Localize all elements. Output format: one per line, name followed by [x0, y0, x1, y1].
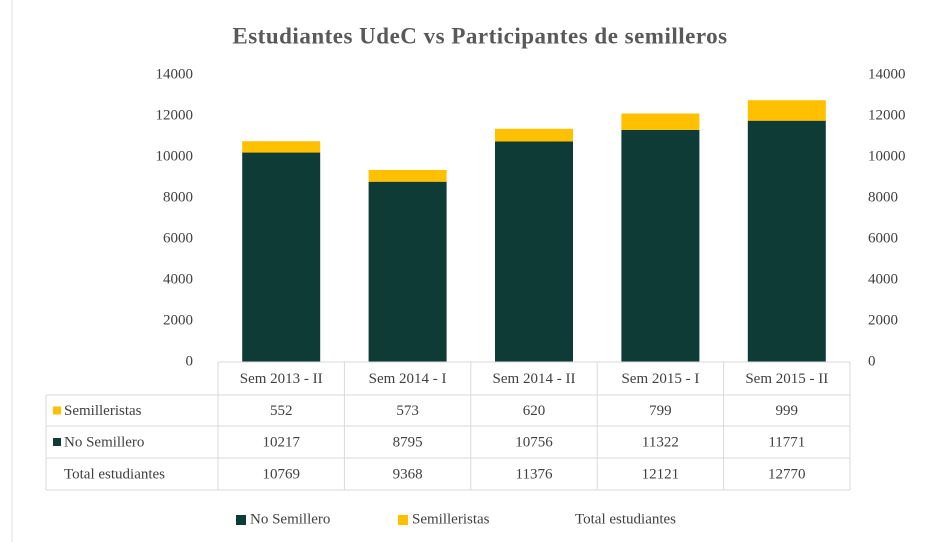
table-row-label: Semilleristas: [64, 403, 142, 419]
y2-tick-label: 2000: [868, 312, 898, 328]
table-cell: 11771: [768, 434, 805, 450]
table-row-label: No Semillero: [64, 434, 144, 450]
table-cell: 10769: [262, 466, 300, 482]
x-tick-label: Sem 2014 - I: [369, 371, 447, 387]
y2-tick-label: 4000: [868, 271, 898, 287]
table-legend-key: [53, 406, 61, 415]
bar: [621, 129, 700, 362]
y-tick-label: 2000: [163, 312, 193, 328]
y2-tick-label: 10000: [868, 148, 906, 164]
bar: [747, 120, 826, 362]
table-cell: 573: [396, 403, 419, 419]
table-row-label: Total estudiantes: [64, 466, 165, 482]
table-legend-key: [53, 438, 61, 446]
table-cell: 999: [776, 403, 799, 419]
bar: [495, 141, 573, 362]
table-cell: 11376: [516, 466, 553, 482]
bar: [242, 152, 321, 362]
y-tick-label: 0: [186, 353, 194, 369]
y-tick-label: 14000: [156, 66, 194, 82]
table-cell: 10756: [515, 434, 553, 450]
chart-title: Estudiantes UdeC vs Participantes de sem…: [232, 23, 727, 48]
y-tick-label: 10000: [156, 148, 194, 164]
y2-tick-label: 8000: [868, 189, 898, 205]
y-tick-label: 6000: [163, 230, 193, 246]
bar: [242, 141, 321, 153]
x-tick-label: Sem 2013 - II: [240, 371, 323, 387]
table-cell: 799: [649, 403, 672, 419]
legend-label: Total estudiantes: [575, 511, 676, 527]
table-cell: 620: [523, 403, 546, 419]
bar: [368, 181, 447, 362]
x-tick-label: Sem 2015 - I: [621, 371, 699, 387]
y2-tick-label: 12000: [868, 107, 906, 123]
y2-tick-label: 6000: [868, 230, 898, 246]
table-cell: 8795: [393, 434, 423, 450]
y-tick-label: 12000: [156, 107, 194, 123]
legend-label: Semilleristas: [412, 511, 490, 527]
bar: [621, 113, 700, 130]
legend-swatch: [236, 515, 246, 525]
table-cell: 552: [270, 403, 293, 419]
table-cell: 10217: [262, 434, 300, 450]
legend-label: No Semillero: [250, 511, 330, 527]
legend-swatch: [398, 515, 408, 525]
y2-tick-label: 14000: [868, 66, 906, 82]
bar: [495, 128, 573, 142]
table-cell: 9368: [393, 466, 423, 482]
bar: [747, 100, 826, 121]
bar: [368, 169, 447, 182]
y-tick-label: 8000: [163, 189, 193, 205]
y2-tick-label: 0: [868, 353, 876, 369]
x-tick-label: Sem 2014 - II: [493, 371, 576, 387]
table-cell: 12770: [768, 466, 806, 482]
table-cell: 11322: [642, 434, 679, 450]
y-tick-label: 4000: [163, 271, 193, 287]
x-tick-label: Sem 2015 - II: [745, 371, 828, 387]
table-cell: 12121: [642, 466, 680, 482]
